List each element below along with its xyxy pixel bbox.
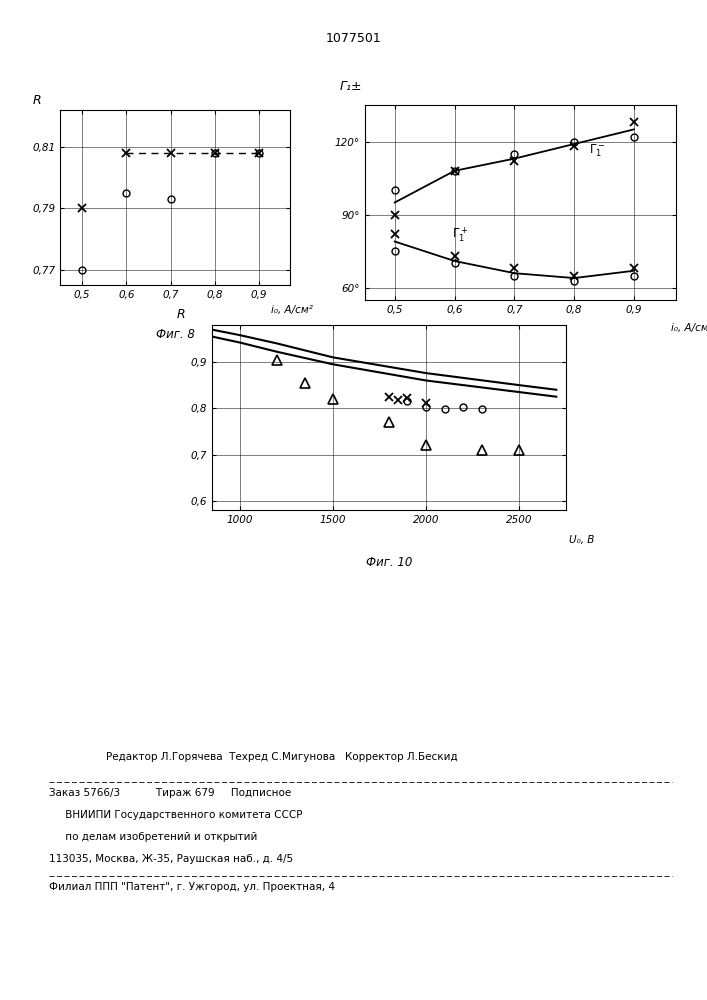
Text: 113035, Москва, Ж-35, Раушская наб., д. 4/5: 113035, Москва, Ж-35, Раушская наб., д. … <box>49 854 293 864</box>
Text: $\Gamma_1^-$: $\Gamma_1^-$ <box>589 143 605 159</box>
Text: по делам изобретений и открытий: по делам изобретений и открытий <box>49 832 258 842</box>
Text: Фиг. 8: Фиг. 8 <box>156 328 194 340</box>
Text: i₀, А/см²: i₀, А/см² <box>271 305 313 315</box>
Text: Филиал ППП "Патент", г. Ужгород, ул. Проектная, 4: Филиал ППП "Патент", г. Ужгород, ул. Про… <box>49 882 336 892</box>
Text: $\Gamma_1^+$: $\Gamma_1^+$ <box>452 225 468 243</box>
Text: R: R <box>177 308 185 321</box>
Text: U₀, В: U₀, В <box>568 535 594 545</box>
Text: Редактор Л.Горячева  Техред С.Мигунова   Корректор Л.Бескид: Редактор Л.Горячева Техред С.Мигунова Ко… <box>106 752 457 762</box>
Text: Заказ 5766/3           Тираж 679     Подписное: Заказ 5766/3 Тираж 679 Подписное <box>49 788 292 798</box>
Text: 1077501: 1077501 <box>326 32 381 45</box>
Text: Фиг. 9: Фиг. 9 <box>501 345 539 358</box>
Text: Γ₁±: Γ₁± <box>340 80 363 93</box>
Text: i₀, А/см²: i₀, А/см² <box>672 323 707 333</box>
Text: Фиг. 10: Фиг. 10 <box>366 556 412 568</box>
Text: R: R <box>33 94 41 107</box>
Text: ВНИИПИ Государственного комитета СССР: ВНИИПИ Государственного комитета СССР <box>49 810 303 820</box>
